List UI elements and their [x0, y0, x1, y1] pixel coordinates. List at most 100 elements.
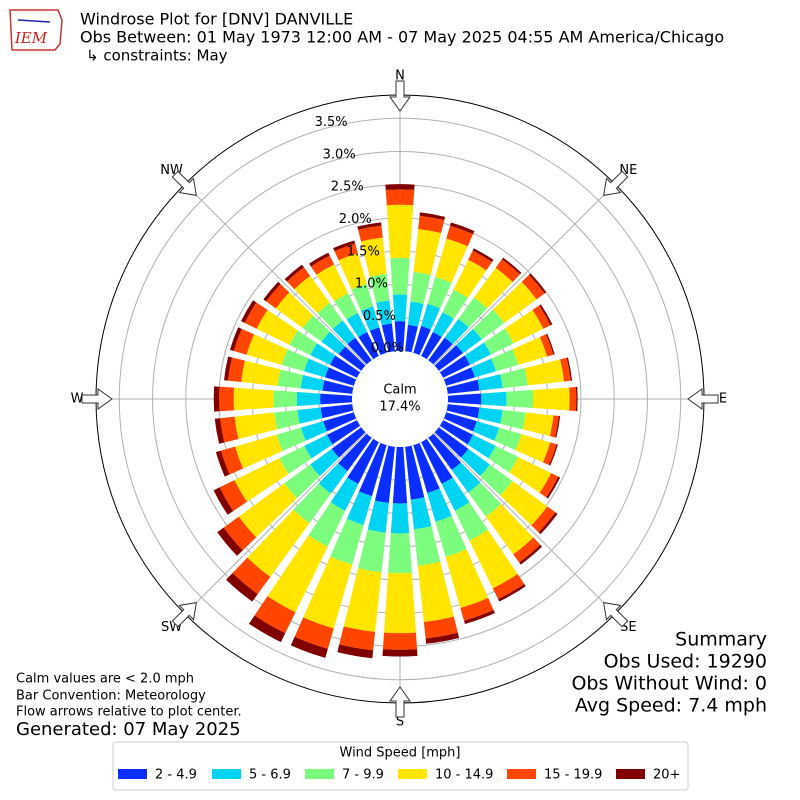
- bar-segment: [532, 305, 551, 329]
- bar-segment: [445, 549, 489, 609]
- bar-segment: [509, 456, 552, 493]
- bar-segment: [382, 632, 418, 650]
- bar-segment: [464, 610, 495, 624]
- bar-segment: [273, 390, 298, 408]
- bar-segment: [441, 477, 470, 511]
- note: Calm values are < 2.0 mph: [16, 672, 194, 687]
- bar-segment: [284, 464, 320, 499]
- bar-segment: [388, 533, 412, 574]
- bar-segment: [277, 369, 304, 389]
- summary-line: Obs Used: 19290: [604, 651, 767, 673]
- bar-segment: [474, 267, 513, 309]
- bar-segment: [284, 264, 304, 282]
- bar-segment: [428, 433, 461, 471]
- bar-segment: [220, 416, 239, 443]
- bar-segment: [332, 320, 356, 345]
- bar-segment: [330, 355, 361, 378]
- calm-label: Calm: [383, 383, 416, 398]
- bar-segment: [472, 309, 505, 340]
- bar-segment: [513, 537, 541, 563]
- bar-segment: [418, 215, 445, 233]
- arrow-shape: [603, 602, 629, 628]
- legend-swatch: [507, 769, 536, 779]
- bar-segment: [248, 615, 286, 643]
- bar-segment: [493, 281, 537, 323]
- legend-title: Wind Speed [mph]: [340, 746, 461, 761]
- grid-spoke: [184, 183, 367, 366]
- bar-segment: [423, 616, 458, 639]
- note: Bar Convention: Meteorology: [16, 689, 206, 704]
- bar-segment: [358, 529, 386, 573]
- bar-segment: [425, 632, 460, 644]
- bar-segment: [369, 273, 390, 303]
- bar-segment: [267, 535, 328, 613]
- bar-segment: [330, 518, 364, 565]
- bar-segment: [413, 228, 442, 275]
- bar-segment: [256, 309, 298, 345]
- bar-segment: [357, 222, 382, 230]
- bar-segment: [532, 387, 570, 411]
- bar-segment: [446, 225, 474, 247]
- legend-label: 20+: [653, 768, 680, 783]
- legend-label: 5 - 6.9: [249, 768, 291, 783]
- bar-segment: [443, 412, 477, 432]
- arrow-shape: [171, 602, 197, 628]
- bar-segment: [233, 328, 254, 355]
- bar-segment: [241, 300, 257, 323]
- title: Windrose Plot for [DNV] DANVILLE: [80, 10, 353, 29]
- bar-segment: [347, 438, 379, 484]
- legend-swatch: [118, 769, 147, 779]
- bar-segment: [410, 271, 431, 304]
- bar-segment: [347, 337, 372, 365]
- bar-segment: [290, 636, 328, 658]
- bar-segment: [337, 644, 374, 659]
- bar-segment: [454, 502, 488, 541]
- bar-segment: [444, 318, 469, 345]
- generated: Generated: 07 May 2025: [16, 719, 241, 740]
- r-tick-label: 1.5%: [347, 244, 380, 259]
- bar-segment: [316, 264, 349, 302]
- bar-segment: [327, 420, 361, 445]
- bar-segment: [458, 297, 488, 328]
- bar-segment: [294, 617, 334, 649]
- bar-segment: [546, 476, 561, 499]
- bar-segment: [374, 445, 395, 503]
- bar-segment: [419, 212, 446, 221]
- bar-segment: [234, 412, 278, 439]
- r-tick-label: 3.0%: [323, 147, 356, 162]
- bar-segment: [480, 464, 513, 496]
- bar-segment: [376, 300, 392, 326]
- bar-segment: [343, 568, 382, 632]
- bar-segment: [359, 442, 387, 497]
- summary-line: Avg Speed: 7.4 mph: [575, 695, 767, 717]
- bar-segment: [512, 336, 548, 365]
- bar-segment: [333, 240, 356, 252]
- bar-segment: [439, 355, 470, 378]
- bar-segment: [432, 312, 454, 338]
- bar-segment: [522, 412, 554, 437]
- bar-segment: [421, 438, 453, 484]
- arrow-shape: [603, 170, 629, 196]
- calm-hole: [352, 351, 448, 447]
- bar-segment: [382, 649, 418, 657]
- bar-segment: [492, 574, 525, 600]
- bar-segment: [443, 367, 475, 386]
- bar-segment: [410, 497, 432, 530]
- legend-swatch: [398, 769, 427, 779]
- legend-swatch: [616, 769, 645, 779]
- bar-segment: [390, 503, 410, 534]
- bar-segment: [494, 427, 522, 451]
- bar-segment: [323, 412, 357, 432]
- bar-segment: [446, 404, 480, 419]
- bar-segment: [241, 360, 281, 386]
- bar-segment: [546, 333, 555, 355]
- bar-segment: [229, 327, 242, 352]
- bar-segment: [524, 359, 565, 386]
- summary-line: Obs Without Wind: 0: [571, 673, 767, 695]
- bar-segment: [421, 303, 441, 330]
- bar-segment: [304, 434, 333, 459]
- bar-segment: [413, 442, 440, 494]
- bar-segment: [308, 502, 346, 547]
- bar-segment: [451, 462, 481, 493]
- bar-segment: [539, 304, 553, 326]
